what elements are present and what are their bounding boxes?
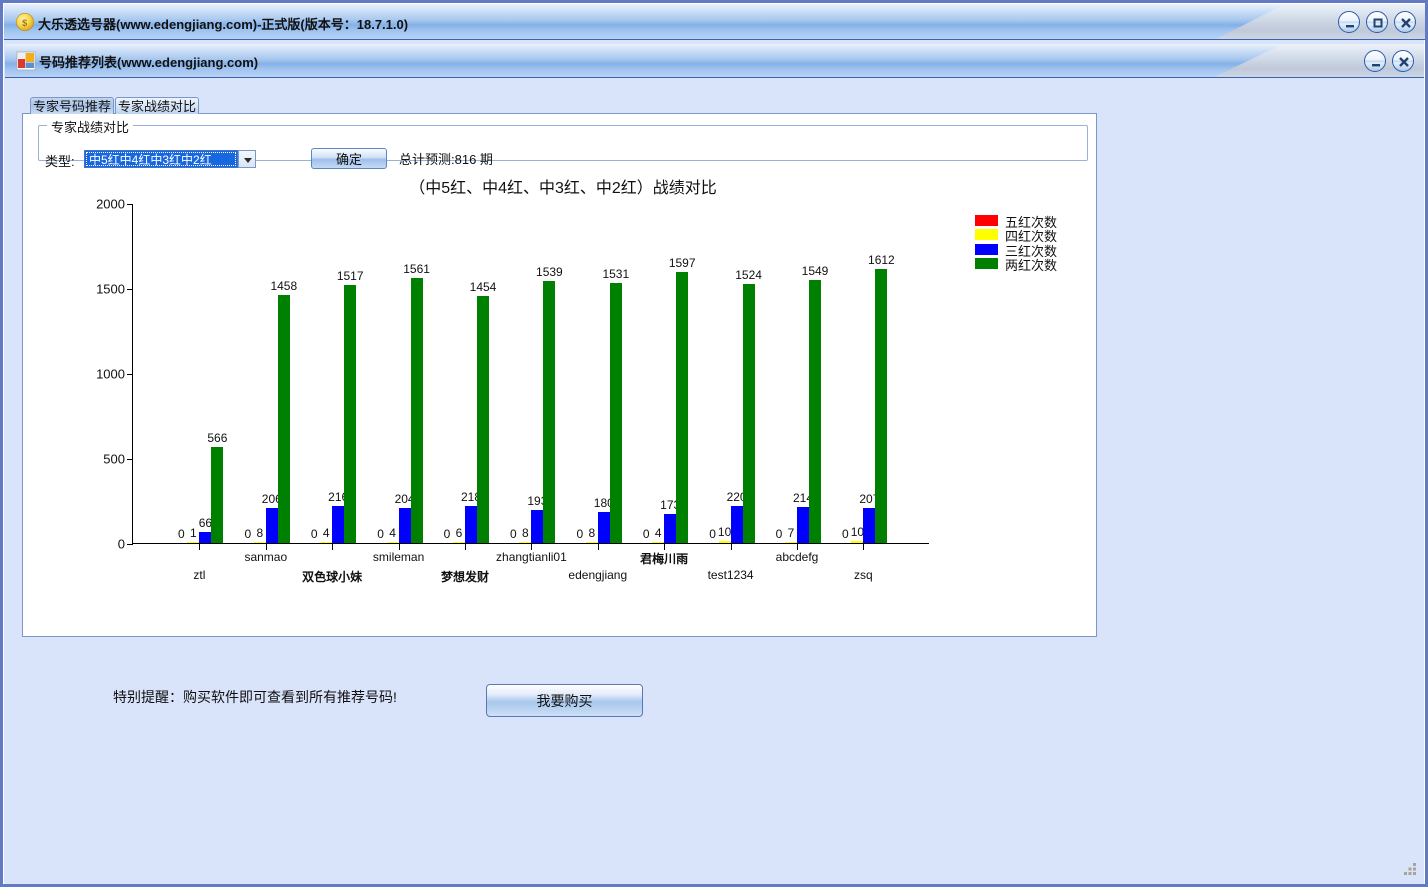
svg-text:$: $ (22, 18, 28, 29)
